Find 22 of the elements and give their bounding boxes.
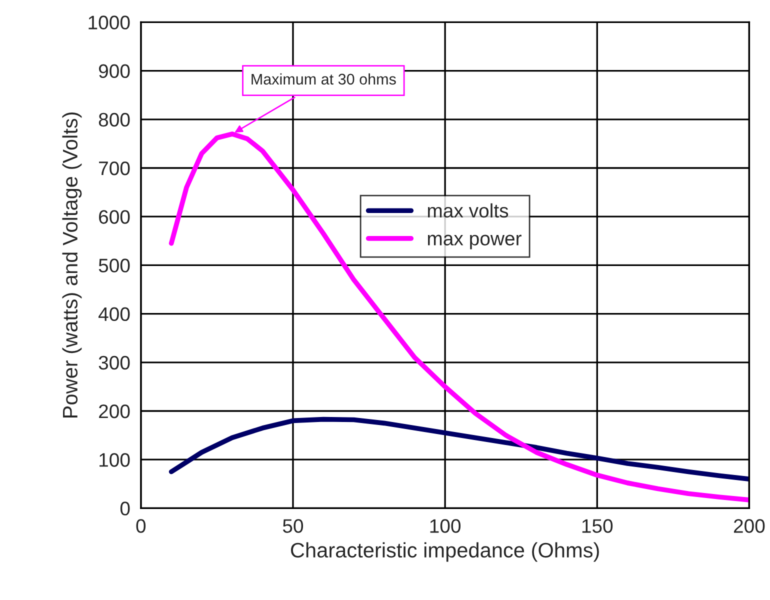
y-tick-label: 500 xyxy=(98,258,130,272)
y-tick-label: 100 xyxy=(100,453,130,467)
x-tick-label: 200 xyxy=(734,519,765,533)
x-tick-label: 150 xyxy=(582,519,613,533)
y-tick-label: 900 xyxy=(98,64,130,78)
y-tick-label: 400 xyxy=(98,307,130,322)
legend-label: max power xyxy=(428,234,522,250)
x-tick-label: 100 xyxy=(430,519,461,533)
y-tick-label: 1000 xyxy=(88,16,130,30)
y-tick-label: 600 xyxy=(99,210,130,224)
y-tick-label: 800 xyxy=(98,112,130,127)
y-axis-title: Power (watts) and Voltage (Volts) xyxy=(62,112,82,418)
y-tick-label: 300 xyxy=(98,356,130,370)
x-tick-label: 0 xyxy=(136,519,146,533)
legend-label: max volts xyxy=(428,203,508,218)
line-series xyxy=(168,416,750,482)
y-tick-label: 700 xyxy=(99,161,130,176)
x-axis-title: Characteristic impedance (Ohms) xyxy=(290,542,599,562)
y-tick-label: 0 xyxy=(120,502,130,516)
x-tick-label: 50 xyxy=(282,519,304,533)
annotation: Maximum at 30 ohms xyxy=(252,73,396,85)
y-tick-label: 200 xyxy=(99,404,130,418)
